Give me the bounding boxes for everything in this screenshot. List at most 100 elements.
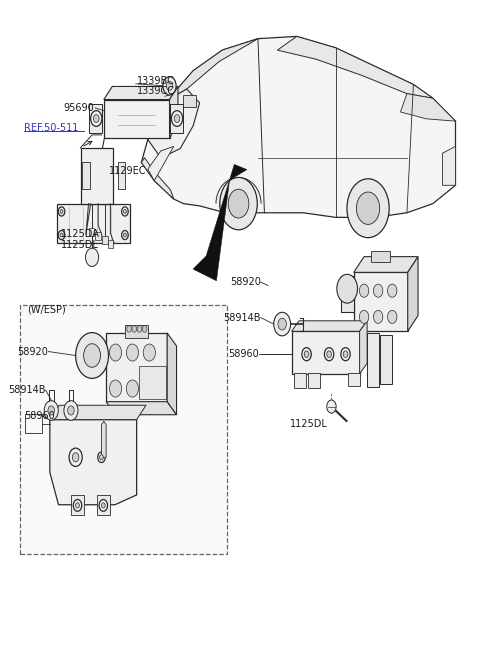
- Polygon shape: [277, 36, 433, 98]
- Circle shape: [99, 499, 108, 511]
- Polygon shape: [193, 165, 247, 281]
- Polygon shape: [148, 89, 200, 158]
- Circle shape: [72, 453, 79, 462]
- Bar: [108, 240, 113, 248]
- Circle shape: [76, 333, 108, 379]
- Bar: [354, 272, 408, 331]
- Polygon shape: [167, 333, 177, 415]
- Circle shape: [143, 380, 156, 397]
- Text: 95690: 95690: [64, 103, 95, 113]
- Circle shape: [163, 77, 176, 95]
- Circle shape: [324, 348, 334, 361]
- Circle shape: [64, 401, 78, 420]
- Text: 58914B: 58914B: [8, 385, 46, 395]
- Circle shape: [60, 233, 63, 237]
- Text: REF.50-511: REF.50-511: [24, 123, 78, 133]
- Bar: [71, 495, 84, 514]
- Circle shape: [360, 310, 369, 323]
- Circle shape: [337, 274, 358, 303]
- Text: 1339CC: 1339CC: [137, 86, 175, 96]
- Bar: [97, 495, 110, 514]
- Circle shape: [304, 351, 309, 358]
- Circle shape: [68, 406, 74, 415]
- Bar: [348, 373, 360, 386]
- Circle shape: [357, 192, 380, 224]
- Bar: [294, 373, 306, 388]
- Circle shape: [91, 111, 102, 127]
- Circle shape: [58, 207, 65, 216]
- Circle shape: [48, 406, 55, 415]
- Bar: [183, 95, 196, 107]
- Circle shape: [228, 189, 249, 218]
- Circle shape: [373, 310, 383, 323]
- Circle shape: [126, 344, 139, 361]
- Circle shape: [121, 230, 128, 239]
- Circle shape: [99, 455, 103, 460]
- Circle shape: [98, 452, 105, 462]
- Bar: [102, 236, 108, 244]
- Text: 1125DL: 1125DL: [60, 240, 98, 250]
- Circle shape: [109, 380, 121, 397]
- Circle shape: [127, 326, 132, 332]
- Bar: [139, 366, 166, 399]
- Text: 1129EC: 1129EC: [108, 166, 146, 176]
- Polygon shape: [106, 401, 177, 415]
- Text: 1125DA: 1125DA: [60, 230, 99, 239]
- Bar: [380, 335, 392, 384]
- Polygon shape: [50, 420, 137, 504]
- Bar: [89, 104, 102, 133]
- Circle shape: [142, 326, 147, 332]
- Polygon shape: [400, 94, 456, 121]
- Polygon shape: [167, 39, 258, 100]
- Bar: [25, 415, 42, 433]
- Bar: [57, 203, 130, 243]
- Text: 58914B: 58914B: [223, 312, 261, 323]
- Text: 58960: 58960: [228, 349, 259, 359]
- Circle shape: [166, 81, 173, 91]
- Circle shape: [278, 318, 287, 330]
- Circle shape: [387, 284, 397, 297]
- Circle shape: [94, 115, 99, 123]
- Polygon shape: [291, 321, 367, 331]
- Text: 58920: 58920: [18, 346, 48, 357]
- Text: 58920: 58920: [230, 277, 261, 287]
- Bar: [169, 104, 183, 133]
- Circle shape: [123, 233, 126, 237]
- Circle shape: [220, 177, 257, 230]
- Circle shape: [143, 344, 156, 361]
- Bar: [308, 373, 320, 388]
- Circle shape: [360, 284, 369, 297]
- Circle shape: [327, 400, 336, 413]
- Circle shape: [274, 312, 290, 336]
- Polygon shape: [169, 87, 178, 138]
- Polygon shape: [101, 421, 106, 457]
- Circle shape: [387, 310, 397, 323]
- Bar: [341, 276, 354, 312]
- Circle shape: [343, 351, 348, 358]
- Circle shape: [126, 380, 139, 397]
- Text: 58960: 58960: [24, 411, 55, 420]
- Bar: [367, 333, 379, 387]
- Bar: [291, 331, 360, 374]
- Polygon shape: [443, 146, 456, 185]
- Circle shape: [123, 209, 126, 213]
- Bar: [104, 100, 169, 138]
- Polygon shape: [50, 405, 146, 420]
- Circle shape: [85, 248, 98, 266]
- Circle shape: [347, 178, 389, 237]
- Circle shape: [121, 207, 128, 216]
- Text: (W/ESP): (W/ESP): [27, 304, 66, 315]
- Polygon shape: [104, 87, 178, 100]
- Bar: [20, 305, 227, 554]
- Bar: [96, 232, 101, 240]
- Circle shape: [132, 326, 137, 332]
- Circle shape: [69, 448, 82, 466]
- Circle shape: [109, 344, 121, 361]
- Circle shape: [302, 348, 311, 361]
- Polygon shape: [408, 256, 418, 331]
- Circle shape: [137, 326, 142, 332]
- Circle shape: [327, 351, 332, 358]
- Text: 1125DL: 1125DL: [290, 419, 328, 428]
- Circle shape: [171, 111, 183, 127]
- Polygon shape: [360, 321, 367, 374]
